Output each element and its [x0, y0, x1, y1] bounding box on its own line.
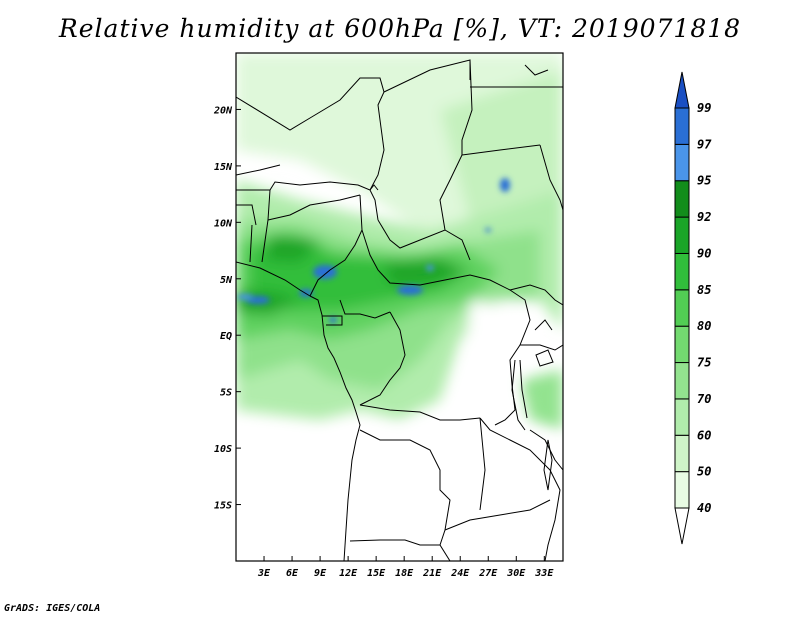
colorbar: 40 50 60 70 75 80 85 90 92 95 97 99	[674, 71, 712, 545]
lon-tick-label: 21E	[422, 568, 442, 579]
lon-tick-label: 33E	[534, 568, 554, 579]
lon-tick-label: 6E	[286, 568, 299, 579]
lat-tick-label: 10S	[214, 444, 232, 455]
colorbar-box	[674, 216, 690, 254]
colorbar-box	[674, 180, 690, 218]
lon-tick-label: 15E	[367, 568, 386, 579]
lat-tick-label: 15N	[214, 162, 233, 173]
lon-tick-label: 30E	[506, 568, 526, 579]
colorbar-label: 40	[697, 501, 711, 515]
lat-tick-label: 15S	[214, 501, 232, 512]
lon-tick-label: 27E	[478, 568, 498, 579]
grads-credit: GrADS: IGES/COLA	[4, 603, 101, 614]
colorbar-box	[674, 362, 690, 400]
colorbar-low-arrow	[674, 507, 690, 545]
colorbar-box	[674, 434, 690, 473]
colorbar-box	[674, 398, 690, 436]
lon-tick-label: 9E	[314, 568, 327, 579]
colorbar-box	[674, 471, 690, 509]
colorbar-label: 80	[697, 319, 711, 333]
colorbar-label: 85	[697, 283, 711, 297]
lat-tick-label: 5N	[220, 275, 233, 286]
map-frame	[235, 52, 564, 562]
lon-tick-label: 24E	[450, 568, 470, 579]
map-title: Relative humidity at 600hPa [%], VT: 201…	[58, 14, 742, 43]
lon-tick-label: 18E	[395, 568, 414, 579]
colorbar-label: 50	[697, 465, 711, 479]
colorbar-box	[674, 289, 690, 327]
lat-tick-label: 5S	[220, 388, 232, 399]
colorbar-box	[674, 325, 690, 364]
colorbar-box	[674, 107, 690, 145]
colorbar-label: 97	[697, 137, 712, 151]
colorbar-label: 60	[697, 428, 711, 442]
longitude-ticks: 3E 6E 9E 12E 15E 18E 21E 24E 27E 30E 33E	[257, 556, 554, 579]
colorbar-high-arrow	[674, 71, 690, 109]
colorbar-label: 95	[697, 174, 711, 188]
colorbar-label: 75	[697, 356, 711, 370]
colorbar-label: 99	[697, 101, 711, 115]
colorbar-label: 90	[697, 246, 711, 260]
lat-tick-label: EQ	[220, 331, 232, 342]
colorbar-box	[674, 252, 690, 291]
colorbar-label: 70	[697, 392, 711, 406]
latitude-ticks: 20N 15N 10N 5N EQ 5S 10S 15S	[213, 105, 241, 512]
colorbar-box	[674, 143, 690, 182]
lat-tick-label: 20N	[213, 105, 233, 116]
lon-tick-label: 12E	[339, 568, 358, 579]
colorbar-label: 92	[697, 210, 711, 224]
humidity-field	[236, 53, 563, 561]
lat-tick-label: 10N	[214, 218, 233, 229]
lon-tick-label: 3E	[257, 568, 271, 579]
